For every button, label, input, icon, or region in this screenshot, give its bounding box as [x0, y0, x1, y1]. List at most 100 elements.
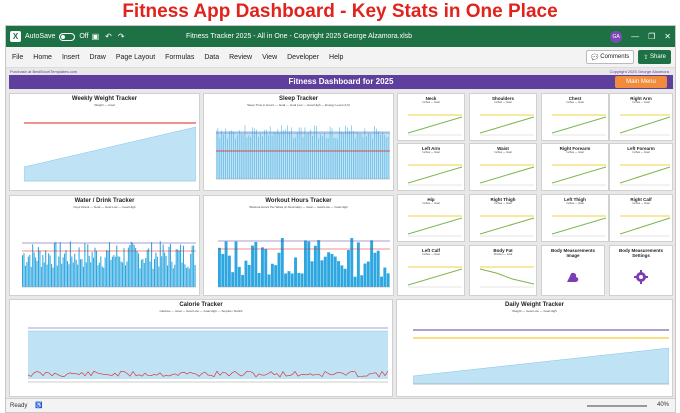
sleep-panel[interactable]: Sleep Tracker Sleep Time in Hours — Goal…: [203, 93, 394, 191]
surplus-deficit-line: [28, 370, 388, 378]
ribbon-tab-draw[interactable]: Draw: [89, 53, 106, 61]
shoulders-tile-legend: Inches — Goal: [494, 101, 512, 104]
bar: [168, 246, 170, 287]
bar: [171, 261, 173, 287]
bar: [29, 254, 31, 287]
bar: [164, 252, 166, 287]
bar: [53, 242, 55, 287]
body-measurements-image-tile[interactable]: Body Measurements Image: [541, 245, 605, 296]
left-thigh-measurement-tile[interactable]: Left Thigh Inches — Goal: [541, 194, 609, 242]
ribbon-tab-home[interactable]: Home: [33, 53, 52, 61]
bar: [56, 265, 58, 287]
close-icon[interactable]: ✕: [664, 32, 671, 41]
water-panel[interactable]: Water / Drink Tracker Cups Drank — Goal …: [9, 195, 200, 296]
bar: [135, 248, 137, 287]
ribbon-tab-data[interactable]: Data: [204, 53, 220, 61]
chest-measurement-tile[interactable]: Chest Inches — Goal: [541, 93, 609, 141]
bar: [193, 245, 195, 287]
body-measurements-settings-tile[interactable]: Body Measurements Settings: [609, 245, 673, 296]
main-menu-button[interactable]: Main Menu: [615, 76, 667, 88]
workout-legend: Workout Hours Per Week (in Decimals) — G…: [249, 205, 348, 209]
right-thigh-measurement-tile[interactable]: Right Thigh Inches — Goal: [469, 194, 537, 242]
left-arm-chart: [408, 164, 462, 186]
left-forearm-measurement-tile[interactable]: Left Forearm Inches — Goal: [609, 143, 673, 191]
neck-measurement-tile[interactable]: Neck Inches — Goal: [397, 93, 465, 141]
weekly-weight-panel[interactable]: Weekly Weight Tracker Weight — Goal: [9, 93, 200, 191]
left-calf-chart: [408, 266, 462, 288]
ribbon-tab-developer[interactable]: Developer: [287, 53, 320, 61]
bar: [51, 264, 53, 287]
left-arm-measurement-tile[interactable]: Left Arm Inches — Goal: [397, 143, 465, 191]
purchase-link[interactable]: Purchase at BestExcelTemplates.com: [10, 69, 78, 74]
left-arm-tile-title: Left Arm: [421, 146, 441, 151]
bar: [106, 249, 108, 287]
waist-measurement-tile[interactable]: Waist Inches — Goal: [469, 143, 537, 191]
ribbon-tabs: File Home Insert Draw Page Layout Formulas Dat…: [6, 47, 675, 68]
daily-weight-panel[interactable]: Daily Weight Tracker Weight — Goal Low —…: [396, 299, 673, 397]
undo-icon[interactable]: ↶: [105, 32, 112, 41]
ribbon-tab-help[interactable]: Help: [329, 53, 344, 61]
calorie-panel[interactable]: Calorie Tracker Calories — Goal — Goal L…: [9, 299, 393, 397]
dashboard-header: Fitness Dashboard for 2025 Main Menu: [9, 75, 673, 89]
right-thigh-tile-legend: Inches — Goal: [494, 202, 512, 205]
redo-icon[interactable]: ↷: [117, 32, 125, 41]
bar: [129, 244, 131, 287]
weight-area: [24, 126, 196, 182]
bar: [185, 267, 187, 287]
bar: [149, 261, 151, 287]
user-avatar[interactable]: GA: [610, 30, 623, 43]
bar: [267, 274, 271, 287]
ribbon-tab-file[interactable]: File: [12, 53, 24, 61]
bar: [156, 256, 158, 287]
save-icon[interactable]: ▣: [91, 32, 100, 41]
left-forearm-chart: [620, 164, 670, 186]
calorie-chart: [28, 327, 388, 383]
ribbon-tab-page-layout[interactable]: Page Layout: [115, 53, 156, 61]
right-arm-tile-legend: Inches — Goal: [632, 101, 650, 104]
ribbon-tab-formulas[interactable]: Formulas: [165, 53, 195, 61]
sleep-title: Sleep Tracker: [278, 96, 319, 102]
restore-icon[interactable]: ❐: [648, 32, 656, 41]
water-legend: Cups Drank — Goal — Goal Low — Goal High: [73, 205, 136, 209]
ribbon-tab-view[interactable]: View: [262, 53, 278, 61]
daily-weight-chart: [413, 329, 669, 385]
accessibility-icon[interactable]: ♿: [35, 403, 43, 409]
zoom-level[interactable]: 40%: [656, 402, 669, 408]
bar: [178, 250, 180, 287]
bar: [313, 245, 317, 287]
zoom-slider[interactable]: [587, 405, 647, 407]
bar: [337, 261, 340, 287]
shoulders-measurement-tile[interactable]: Shoulders Inches — Goal: [469, 93, 537, 141]
chest-tile-legend: Inches — Goal: [566, 101, 584, 104]
chest-chart: [552, 114, 606, 136]
body-fat-measurement-tile[interactable]: Body Fat Percent — Goal: [469, 245, 537, 296]
flexed-arm-icon: [567, 272, 579, 282]
minimize-icon[interactable]: —: [631, 32, 640, 41]
ribbon-tab-insert[interactable]: Insert: [61, 53, 80, 61]
workout-panel[interactable]: Workout Hours Tracker Workout Hours Per …: [203, 195, 394, 296]
bar: [85, 262, 87, 287]
bar: [95, 250, 97, 287]
bar: [68, 264, 70, 287]
left-calf-tile-title: Left Calf: [422, 248, 440, 253]
bar: [75, 259, 77, 287]
right-calf-measurement-tile[interactable]: Right Calf Inches — Goal: [609, 194, 673, 242]
bar: [136, 251, 138, 287]
left-calf-measurement-tile[interactable]: Left Calf Inches — Goal: [397, 245, 465, 296]
bar: [49, 255, 51, 287]
bar: [36, 261, 38, 287]
autosave-toggle[interactable]: [59, 32, 76, 41]
bar: [33, 252, 35, 287]
daily-weight-area: [413, 347, 669, 385]
bar: [247, 264, 251, 287]
right-forearm-measurement-tile[interactable]: Right Forearm Inches — Goal: [541, 143, 609, 191]
comments-button[interactable]: 💬 Comments: [586, 50, 635, 64]
bar: [107, 250, 109, 287]
share-label: Share: [649, 54, 666, 60]
right-arm-measurement-tile[interactable]: Right Arm Inches — Goal: [609, 93, 673, 141]
share-button[interactable]: ⇪ Share: [638, 50, 671, 64]
ribbon-tab-review[interactable]: Review: [229, 53, 253, 61]
hip-measurement-tile[interactable]: Hip Inches — Goal: [397, 194, 465, 242]
bar: [39, 250, 41, 287]
bar: [317, 240, 321, 287]
